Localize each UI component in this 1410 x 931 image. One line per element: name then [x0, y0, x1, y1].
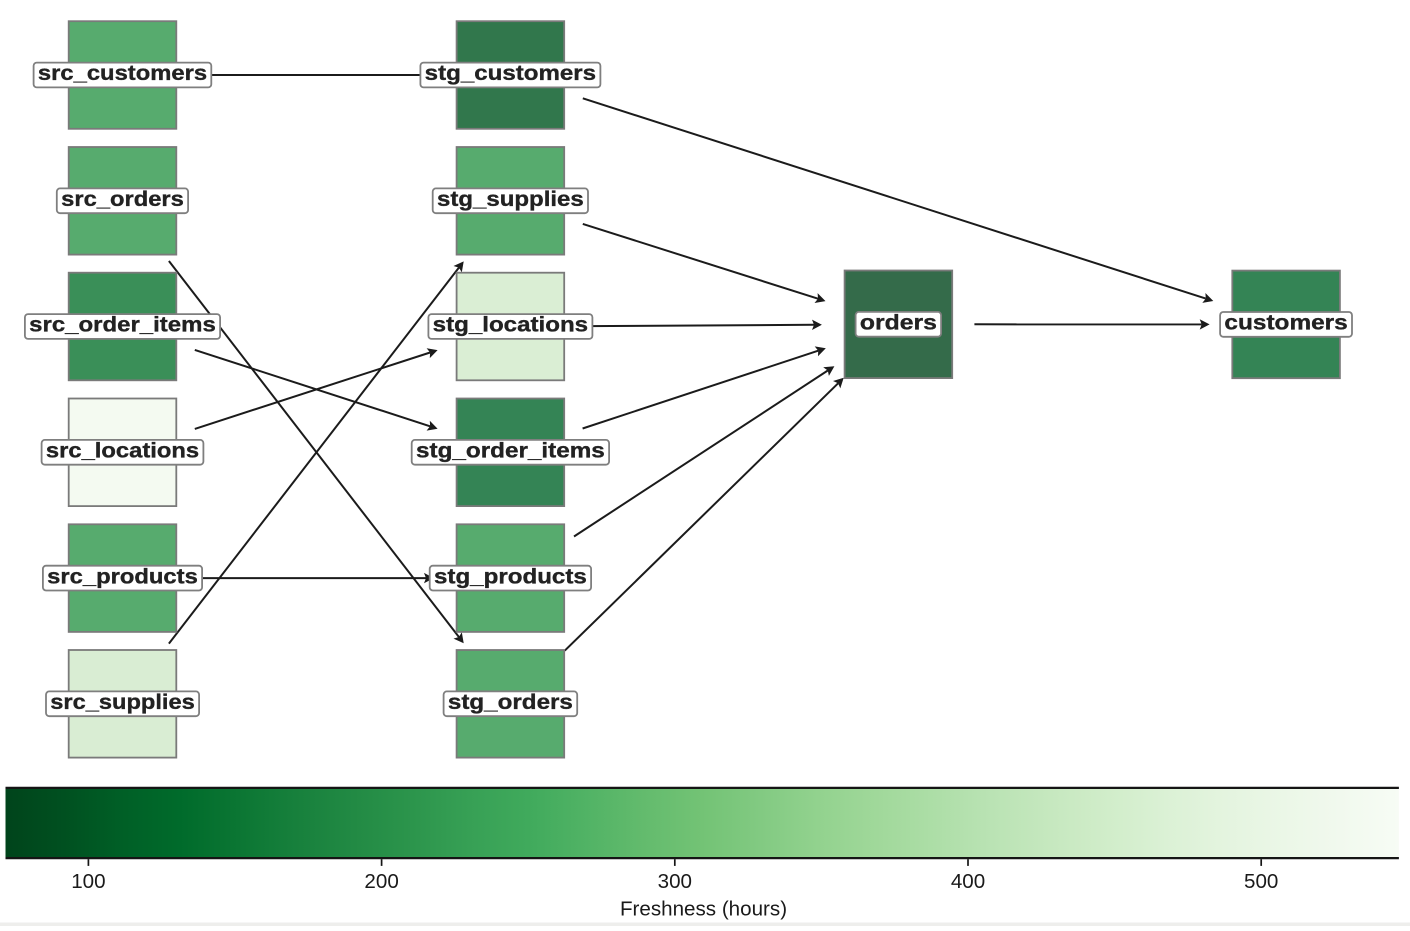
svg-text:customers: customers [1224, 312, 1347, 335]
svg-text:src_locations: src_locations [46, 440, 199, 463]
svg-text:300: 300 [658, 870, 692, 893]
svg-text:400: 400 [951, 870, 985, 893]
svg-text:src_customers: src_customers [38, 62, 207, 85]
svg-text:500: 500 [1244, 870, 1278, 893]
svg-text:stg_customers: stg_customers [425, 62, 596, 85]
svg-text:Freshness (hours): Freshness (hours) [620, 897, 787, 920]
svg-text:src_order_items: src_order_items [29, 314, 216, 337]
svg-text:orders: orders [860, 312, 937, 335]
svg-text:stg_products: stg_products [434, 565, 587, 588]
svg-text:stg_supplies: stg_supplies [437, 188, 584, 211]
svg-text:src_products: src_products [47, 565, 198, 588]
svg-text:100: 100 [71, 870, 105, 893]
svg-text:src_supplies: src_supplies [50, 691, 195, 714]
svg-text:stg_locations: stg_locations [433, 314, 588, 337]
svg-text:200: 200 [364, 870, 398, 893]
svg-text:stg_orders: stg_orders [448, 691, 573, 714]
svg-text:src_orders: src_orders [61, 188, 184, 211]
svg-text:stg_order_items: stg_order_items [416, 440, 605, 463]
